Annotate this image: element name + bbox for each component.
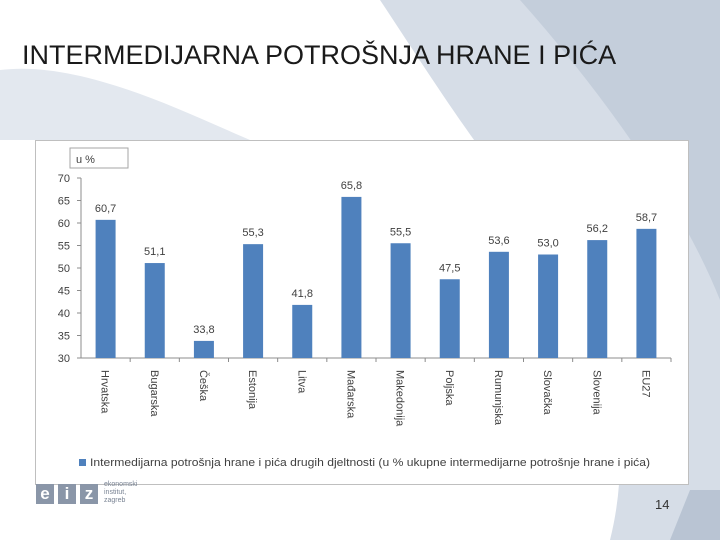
x-tick-label: Poljska [443, 370, 455, 406]
bar [292, 304, 313, 358]
bar [341, 196, 362, 358]
data-label: 55,3 [242, 227, 263, 239]
x-tick-label: Estonija [246, 370, 258, 410]
legend-label: Intermedijarna potrošnja hrane i pića dr… [90, 457, 650, 469]
logo-text-line: institut, [104, 489, 127, 496]
x-tick-label: Rumunjska [492, 370, 504, 426]
logo-text-line: ekonomski [104, 481, 138, 488]
bar [587, 240, 608, 358]
data-label: 53,0 [537, 238, 558, 250]
bar [636, 228, 657, 358]
data-label: 65,8 [341, 180, 362, 192]
bar [193, 340, 214, 358]
data-label: 41,8 [292, 288, 313, 300]
data-label: 60,7 [95, 203, 116, 215]
data-label: 55,5 [390, 226, 411, 238]
y-tick-label: 35 [58, 331, 70, 343]
x-tick-label: Češka [197, 370, 210, 402]
y-tick-label: 65 [58, 196, 70, 208]
slide-title: INTERMEDIJARNA POTROŠNJA HRANE I PIĆA [22, 40, 617, 70]
legend-swatch [79, 459, 86, 466]
logo-text-line: zagreb [104, 497, 126, 504]
x-tick-label: Bugarska [148, 370, 160, 417]
bar [439, 279, 460, 358]
y-tick-label: 30 [58, 353, 70, 365]
bar [243, 244, 264, 358]
logo-letter-i: i [58, 484, 76, 504]
bar [390, 243, 411, 358]
x-tick-label: Litva [295, 370, 307, 394]
data-label: 53,6 [488, 235, 509, 247]
data-label: 56,2 [587, 223, 608, 235]
y-tick-label: 55 [58, 241, 70, 253]
y-tick-label: 40 [58, 308, 70, 320]
unit-label-box [69, 147, 129, 169]
y-tick-label: 45 [58, 286, 70, 298]
chart-container: u % 30 35 40 45 50 55 60 65 70 60,7 Hrvatska 51,1 Bug… [35, 140, 689, 485]
x-tick-label: EU27 [639, 370, 651, 398]
bar-chart: u % 30 35 40 45 50 55 60 65 70 60,7 Hrvatska 51,1 Bug… [58, 147, 672, 469]
bar [488, 251, 509, 358]
bar [95, 219, 116, 358]
data-label: 51,1 [144, 246, 165, 258]
x-tick-label: Hrvatska [99, 370, 111, 414]
y-tick-label: 60 [58, 218, 70, 230]
x-tick-label: Slovačka [541, 370, 553, 416]
x-tick-label: Mađarska [344, 370, 356, 419]
eiz-logo: e i z ekonomski institut, zagreb [36, 481, 166, 513]
y-tick-label: 70 [58, 173, 70, 185]
bar [538, 254, 559, 358]
unit-label: u % [76, 154, 95, 166]
logo-letter-e: e [36, 484, 54, 504]
page-number: 14 [655, 497, 670, 512]
bar [144, 263, 165, 358]
x-tick-label: Slovenija [590, 370, 602, 416]
x-tick-label: Makedonija [394, 370, 406, 427]
data-label: 47,5 [439, 262, 460, 274]
logo-letter-z: z [80, 484, 98, 504]
y-tick-label: 50 [58, 263, 70, 275]
logo-text: ekonomski institut, zagreb [104, 481, 174, 505]
data-label: 58,7 [636, 212, 657, 224]
data-label: 33,8 [193, 324, 214, 336]
